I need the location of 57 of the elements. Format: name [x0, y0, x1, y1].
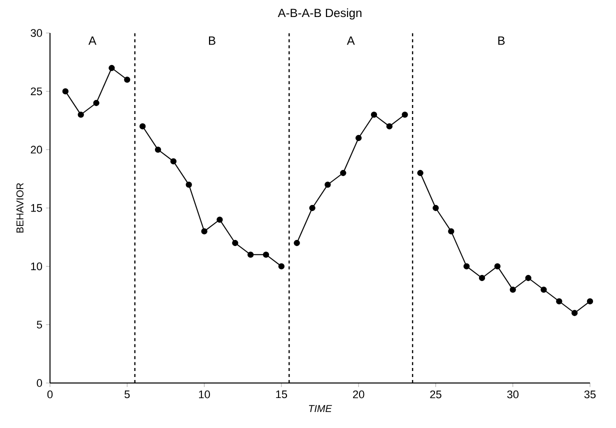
point — [154, 146, 162, 153]
x-tick-label: 10 — [199, 390, 210, 398]
point — [216, 216, 223, 223]
point — [201, 228, 208, 234]
point — [370, 112, 378, 118]
x-tick-label: 5 — [124, 390, 130, 398]
point — [463, 263, 470, 270]
point — [386, 123, 393, 130]
point — [108, 64, 115, 72]
x-tick-label: 35 — [584, 390, 596, 398]
point — [324, 182, 331, 188]
y-tick-label: 30 — [30, 29, 42, 37]
point — [571, 310, 578, 316]
point — [355, 134, 362, 142]
x-tick-label: 20 — [353, 390, 364, 398]
point — [494, 263, 501, 270]
point — [402, 112, 408, 118]
annotation: B — [209, 36, 216, 45]
x-tick-label: 15 — [276, 390, 288, 398]
point — [232, 240, 238, 246]
annotation: A — [88, 36, 96, 45]
point — [278, 263, 285, 270]
point — [586, 298, 594, 304]
point — [309, 204, 316, 212]
point — [186, 182, 192, 188]
point — [170, 158, 177, 164]
y-tick-label: 25 — [30, 87, 42, 96]
point — [478, 274, 486, 282]
annotation: B — [498, 36, 505, 45]
y-tick-label: 15 — [31, 204, 42, 212]
point — [139, 123, 146, 130]
x-tick-label: 25 — [430, 390, 442, 398]
point — [247, 252, 254, 258]
point — [448, 228, 454, 234]
point — [432, 204, 439, 212]
point — [540, 286, 547, 293]
point — [124, 76, 130, 83]
point — [78, 112, 84, 118]
point — [340, 170, 346, 176]
point — [556, 298, 562, 304]
point — [62, 88, 69, 94]
y-axis-title: BEHAVIOR — [16, 183, 24, 233]
point — [262, 252, 270, 258]
point — [294, 240, 300, 246]
y-tick-label: 20 — [30, 146, 42, 154]
point — [510, 286, 516, 293]
annotation: A — [346, 36, 355, 45]
point — [417, 170, 424, 176]
x-axis-title: TIME — [308, 405, 332, 412]
y-tick-label: 0 — [36, 379, 42, 387]
x-tick-label: 0 — [47, 390, 53, 398]
chart-title: A-B-A-B Design — [278, 8, 362, 20]
point — [525, 274, 532, 282]
x-tick-label: 30 — [507, 390, 519, 398]
point — [93, 100, 100, 106]
y-tick-label: 5 — [36, 320, 42, 328]
y-tick-label: 10 — [31, 262, 42, 270]
